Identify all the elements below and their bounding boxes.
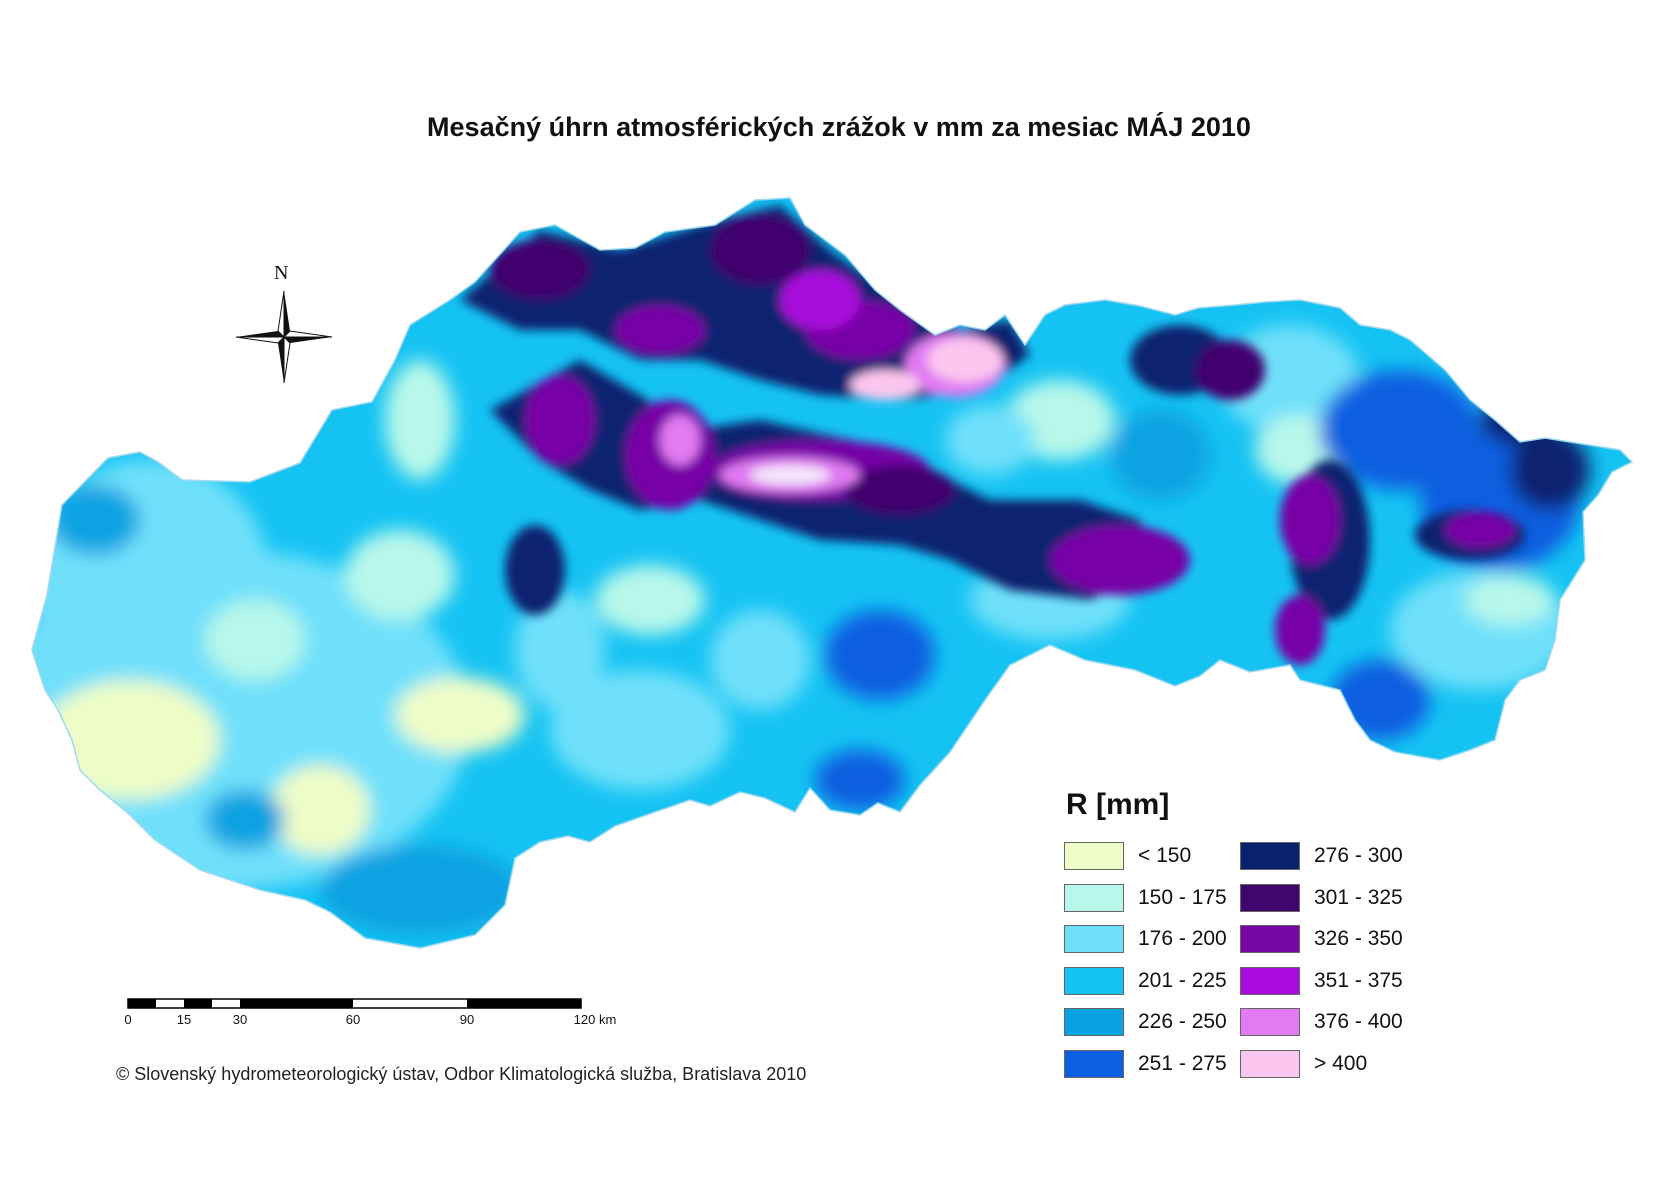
legend-swatch — [1240, 842, 1300, 870]
legend-label: 351 - 375 — [1314, 968, 1403, 992]
legend-item: 276 - 300 — [1240, 841, 1403, 871]
legend-item: 226 - 250 — [1064, 1007, 1227, 1037]
legend-item: 326 - 350 — [1240, 924, 1403, 954]
legend-swatch — [1240, 1008, 1300, 1036]
legend-label: 201 - 225 — [1138, 968, 1227, 992]
legend-item: 251 - 275 — [1064, 1049, 1227, 1079]
legend-swatch — [1064, 925, 1124, 953]
legend-swatch — [1064, 966, 1124, 995]
scale-bar-tick-label: 30 — [232, 1012, 248, 1027]
legend-label: 276 - 300 — [1314, 844, 1403, 867]
legend-swatch — [1240, 966, 1300, 995]
legend-item: 201 - 225 — [1064, 966, 1227, 996]
legend-label: 251 - 275 — [1138, 1051, 1227, 1075]
legend-item: 176 - 200 — [1064, 924, 1227, 954]
north-label: N — [274, 262, 289, 284]
country-border — [31, 197, 1634, 949]
scale-bar-tick-label: 15 — [176, 1012, 192, 1027]
legend-label: 226 - 250 — [1138, 1010, 1227, 1033]
legend-swatch — [1240, 925, 1300, 953]
precipitation-field — [32, 198, 1632, 948]
scale-bar-tick-label: 0 — [124, 1012, 132, 1027]
legend-item: 150 - 175 — [1064, 883, 1227, 913]
legend-swatch — [1240, 1049, 1300, 1078]
legend-title: R [mm] — [1066, 788, 1170, 821]
legend-label: 326 - 350 — [1314, 927, 1403, 950]
north-arrow-icon — [235, 290, 333, 384]
legend-swatch — [1064, 1008, 1124, 1036]
scale-bar — [127, 998, 582, 1009]
legend-label: 150 - 175 — [1138, 885, 1227, 909]
legend-swatch — [1064, 1049, 1124, 1078]
legend-item: 376 - 400 — [1240, 1007, 1403, 1037]
legend-item: > 400 — [1240, 1049, 1367, 1079]
legend-swatch — [1064, 842, 1124, 870]
legend-label: 376 - 400 — [1314, 1010, 1403, 1033]
scale-bar-tick-label: 120 km — [573, 1012, 617, 1027]
legend-item: < 150 — [1064, 841, 1191, 871]
map-title: Mesačný úhrn atmosférických zrážok v mm … — [427, 112, 1251, 142]
scale-bar-tick-label: 60 — [345, 1012, 361, 1027]
legend-label: 301 - 325 — [1314, 885, 1403, 909]
copyright-text: © Slovenský hydrometeorologický ústav, O… — [116, 1064, 807, 1084]
legend-item: 351 - 375 — [1240, 966, 1403, 996]
legend-label: > 400 — [1314, 1051, 1368, 1075]
legend-swatch — [1240, 883, 1300, 912]
legend-label: 176 - 200 — [1138, 927, 1227, 950]
scale-bar-tick-label: 90 — [459, 1012, 475, 1027]
legend-item: 301 - 325 — [1240, 883, 1403, 913]
legend-swatch — [1064, 883, 1124, 912]
legend-label: < 150 — [1138, 844, 1192, 867]
